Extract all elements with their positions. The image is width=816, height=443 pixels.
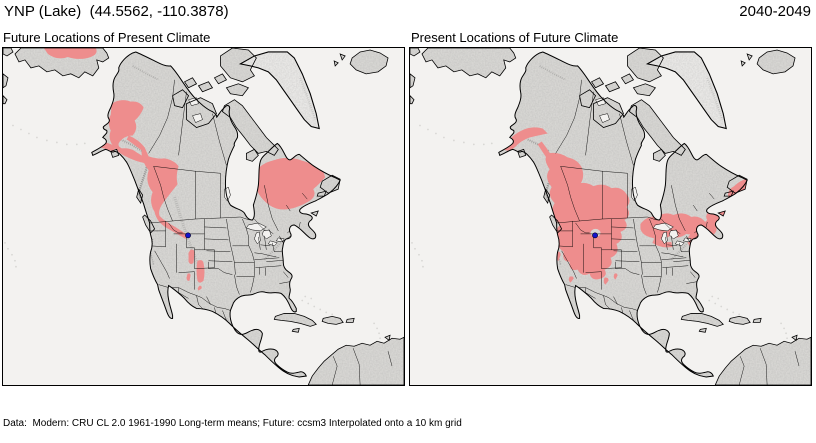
ynp-location-marker [592, 232, 598, 239]
north-america-map [410, 48, 811, 385]
north-america-map [3, 48, 404, 385]
panel-title-present-locations: Present Locations of Future Climate [411, 30, 619, 45]
analog-region [503, 127, 548, 151]
analog-region [652, 235, 673, 248]
analog-region [126, 135, 188, 239]
analog-region [108, 100, 149, 164]
coastline-layer [410, 48, 811, 385]
map-future-locations [2, 47, 405, 386]
analog-region [251, 157, 326, 210]
analog-region [43, 48, 97, 59]
analog-region [197, 285, 202, 291]
ynp-location-marker [185, 232, 191, 239]
analog-region [613, 273, 618, 280]
analog-region [196, 260, 205, 283]
site-title: YNP (Lake) (44.5562, -110.3878) [4, 3, 229, 20]
coastline-layer [3, 48, 404, 385]
period-label: 2040-2049 [739, 3, 811, 20]
panel-title-future-locations: Future Locations of Present Climate [3, 30, 211, 45]
map-present-locations [409, 47, 812, 386]
footer-data-line: Data: Modern: CRU CL 2.0 1961-1990 Long-… [3, 418, 462, 429]
analog-region [603, 277, 609, 285]
borders-layer [148, 79, 393, 385]
analog-region [568, 276, 574, 283]
analog-region [186, 273, 191, 281]
figure-footer: Data: Modern: CRU CL 2.0 1961-1990 Long-… [3, 389, 815, 443]
analog-region [188, 249, 195, 265]
